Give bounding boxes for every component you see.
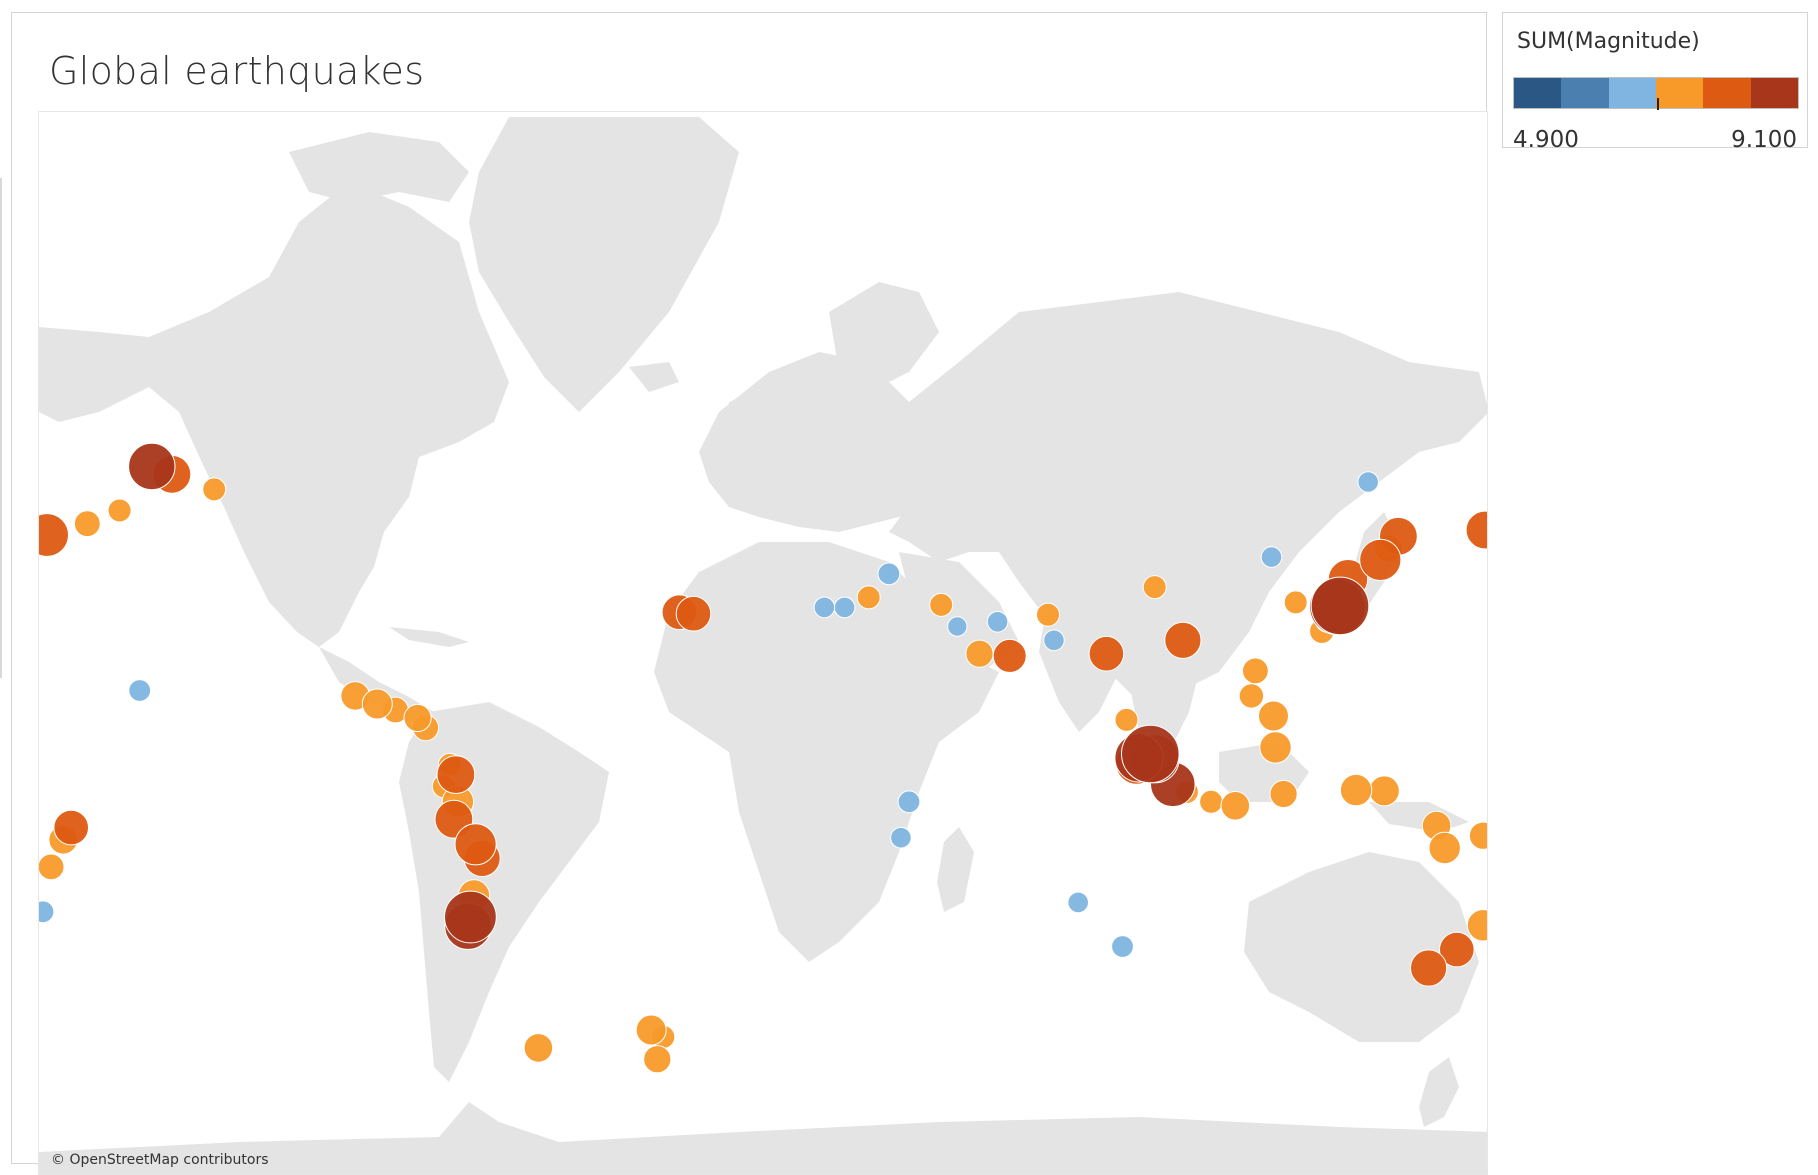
earthquake-point[interactable] [856,585,881,610]
earthquake-point[interactable] [73,510,101,538]
earthquake-point[interactable] [1036,602,1060,627]
earthquake-point[interactable] [1111,935,1134,958]
legend-swatch-1 [1514,78,1562,108]
earthquake-point[interactable] [1259,731,1292,764]
earthquake-point[interactable] [833,596,856,619]
earthquake-point[interactable] [992,638,1027,673]
earthquake-point[interactable] [1114,707,1139,732]
legend-midpoint-tick [1657,98,1659,110]
legend-swatch-3 [1608,78,1656,108]
earthquake-point[interactable] [436,755,476,794]
madagascar-island [937,827,974,912]
legend-max-label: 9.100 [1731,127,1797,153]
earthquake-point[interactable] [897,790,921,814]
map-attribution[interactable]: © OpenStreetMap contributors [51,1152,269,1168]
earthquake-point[interactable] [813,596,836,619]
earthquake-point[interactable] [128,442,176,491]
earthquake-point[interactable] [1164,621,1202,659]
australia-landmass [1244,852,1479,1042]
legend-title: SUM(Magnitude) [1517,29,1700,54]
earthquake-point[interactable] [675,595,712,632]
earthquake-point[interactable] [643,1045,672,1074]
arctic-islands [289,132,469,202]
left-rail [0,0,3,1168]
north-america-landmass [39,182,509,647]
earthquake-point[interactable] [1258,700,1289,732]
earthquake-point[interactable] [1142,575,1167,600]
dashboard-panel: Global earthquakes [11,12,1488,1175]
earthquake-point[interactable] [1199,789,1224,814]
earthquake-point[interactable] [361,688,393,720]
earthquake-point[interactable] [1269,779,1298,809]
asia-landmass [889,292,1487,702]
caribbean-islands [389,627,469,647]
legend-min-label: 4.900 [1513,127,1579,153]
earthquake-point[interactable] [1466,909,1488,942]
legend-swatch-6 [1750,78,1798,108]
earthquake-point[interactable] [929,592,954,617]
earthquake-map[interactable]: © OpenStreetMap contributors [38,111,1488,1175]
earthquake-point[interactable] [1465,510,1488,550]
earthquake-point[interactable] [39,853,65,881]
earthquake-point[interactable] [890,826,912,849]
earthquake-point[interactable] [1428,831,1461,865]
earthquake-point[interactable] [1359,538,1402,581]
new-zealand-islands [1419,1057,1459,1127]
earthquake-point[interactable] [1043,629,1065,652]
british-isles [727,392,759,452]
earthquake-point[interactable] [39,900,55,924]
earthquake-point[interactable] [947,616,968,637]
europe-landmass [699,352,959,532]
africa-landmass [654,542,999,962]
earthquake-point[interactable] [1238,683,1265,709]
earthquake-point[interactable] [1121,724,1180,784]
legend-swatch-4 [1655,78,1704,108]
earthquake-point[interactable] [1357,471,1379,493]
earthquake-point[interactable] [1088,635,1125,672]
earthquake-point[interactable] [1368,775,1400,807]
earthquake-point[interactable] [1260,546,1283,568]
earthquake-point[interactable] [877,562,901,586]
earthquake-point[interactable] [128,679,152,702]
earthquake-points[interactable] [39,442,1488,1074]
earthquake-point[interactable] [1067,891,1089,914]
earthquake-point[interactable] [523,1033,554,1063]
earthquake-point[interactable] [1242,657,1269,685]
earthquake-point[interactable] [444,890,497,944]
earthquake-point[interactable] [53,809,89,846]
earthquake-point[interactable] [107,498,132,523]
antarctica-landmass [39,1102,1487,1174]
earthquake-point[interactable] [1310,576,1370,636]
earthquake-point[interactable] [1339,773,1373,807]
dashboard-title: Global earthquakes [49,49,425,93]
earthquake-point[interactable] [1439,931,1475,968]
greenland-landmass [469,117,739,412]
earthquake-point[interactable] [454,823,497,866]
earthquake-point[interactable] [202,477,227,502]
india-landmass [1039,592,1129,732]
legend-swatch-5 [1703,78,1751,108]
iceland-island [629,362,679,392]
earthquake-point[interactable] [635,1014,667,1046]
earthquake-point[interactable] [1220,791,1251,821]
map-canvas[interactable] [39,112,1488,1175]
earthquake-point[interactable] [1283,590,1308,615]
earthquake-point[interactable] [39,513,69,557]
earthquake-point[interactable] [403,703,432,733]
scandinavia-landmass [829,282,939,392]
earthquake-point[interactable] [986,611,1009,633]
rail-mark [0,178,2,678]
legend-color-ramp [1513,77,1799,110]
earthquake-point[interactable] [1468,821,1488,850]
legend-swatch-2 [1561,78,1609,108]
magnitude-legend: SUM(Magnitude) 4.900 9.100 [1502,12,1808,153]
earthquake-point[interactable] [965,639,994,668]
earthquake-point[interactable] [1410,949,1448,987]
